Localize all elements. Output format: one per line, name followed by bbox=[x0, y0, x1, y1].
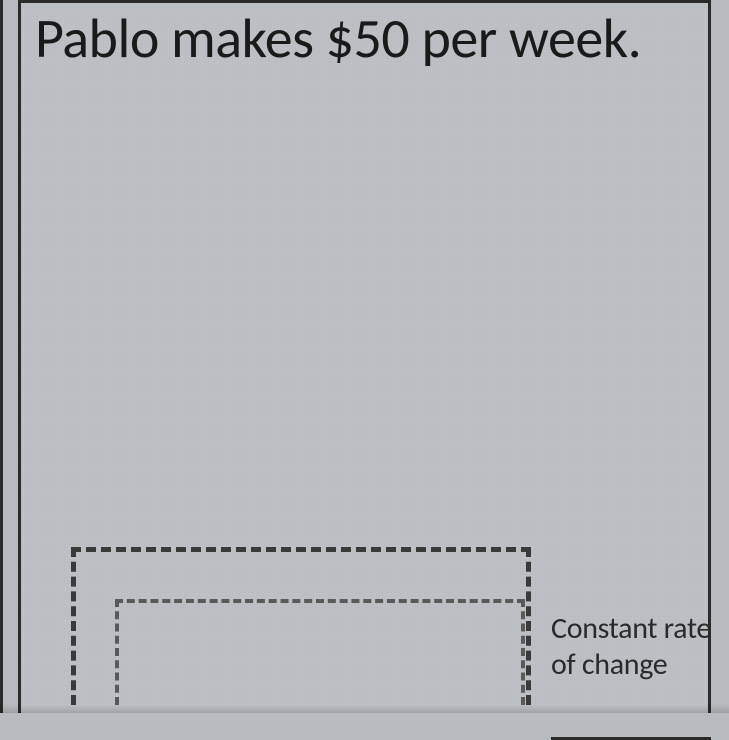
answer-label: Constant rate of change bbox=[551, 611, 721, 683]
answer-label-area: Constant rate of change bbox=[551, 611, 721, 683]
prompt-text: Pablo makes $50 per week. bbox=[35, 7, 690, 71]
outer-left-border bbox=[0, 0, 3, 713]
dashed-box-inner bbox=[115, 599, 525, 705]
drop-zone[interactable] bbox=[71, 547, 551, 705]
bottom-shadow bbox=[0, 705, 729, 713]
worksheet-cell: Pablo makes $50 per week. Constant rate … bbox=[18, 0, 711, 713]
